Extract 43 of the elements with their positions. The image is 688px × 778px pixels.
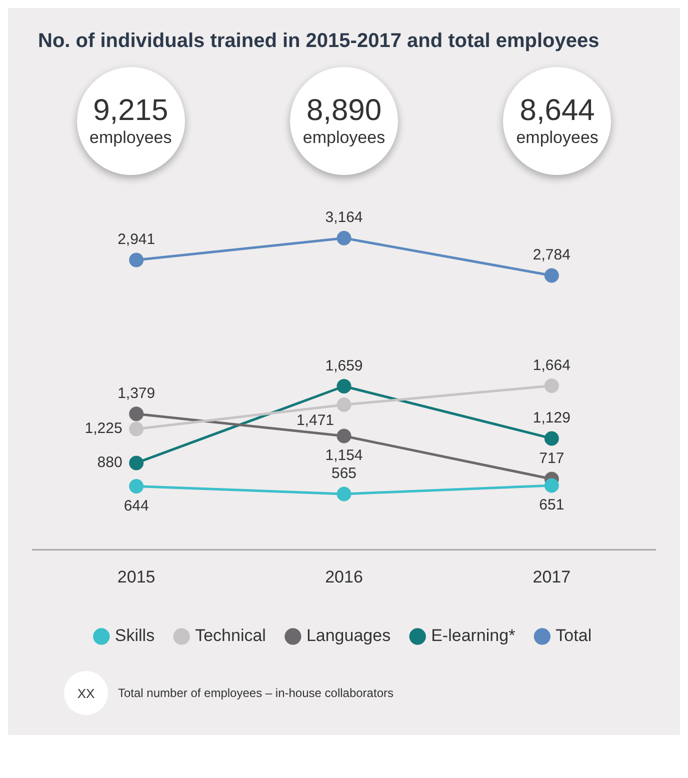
data-label: 2,784 <box>532 246 570 264</box>
x-tick-label: 2015 <box>117 567 156 586</box>
data-label: 1,664 <box>532 356 570 374</box>
text: 8,890 employees <box>302 94 386 148</box>
text: Total number of employees – in-house collaborators <box>118 686 394 700</box>
data-label: 717 <box>539 450 564 468</box>
point <box>544 431 559 446</box>
data-label: 3,164 <box>325 209 363 226</box>
point <box>336 379 352 394</box>
data-label: 1,129 <box>532 410 570 427</box>
x-tick-label: 2016 <box>325 567 363 586</box>
point <box>544 378 559 394</box>
point <box>336 428 352 444</box>
data-label: 565 <box>331 465 357 482</box>
point <box>544 268 559 283</box>
point <box>129 422 144 436</box>
data-label: 1,659 <box>325 357 363 374</box>
legend-label: Languages <box>306 626 391 646</box>
data-label: 651 <box>539 496 564 514</box>
data-label: 1,225 <box>84 420 122 438</box>
data-label: 1,154 <box>325 447 363 464</box>
legend-label: E-learning* <box>431 626 516 646</box>
legend-label: Total <box>556 626 592 646</box>
legend-label: Skills <box>114 626 155 646</box>
point <box>336 230 352 246</box>
point <box>129 406 144 422</box>
data-label: 1,471 <box>296 412 334 429</box>
point <box>129 456 144 470</box>
point <box>544 478 559 493</box>
legend-label: Technical <box>195 626 266 646</box>
point <box>336 486 352 502</box>
point <box>129 252 144 268</box>
data-label: 644 <box>124 497 149 514</box>
data-label: 2,941 <box>118 231 156 248</box>
point <box>129 478 144 494</box>
x-tick-label: 2017 <box>532 567 571 586</box>
text: 9,215 employees <box>90 94 172 148</box>
text: XX <box>64 671 108 715</box>
data-label: 880 <box>97 454 122 472</box>
point <box>336 398 352 412</box>
chart-title: No. of individuals trained in 2015-2017 and total employees <box>37 29 600 54</box>
data-label: 1,379 <box>118 384 156 402</box>
text: 8,644 employees <box>516 94 598 148</box>
